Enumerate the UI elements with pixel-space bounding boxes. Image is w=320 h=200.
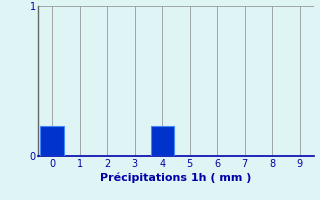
X-axis label: Précipitations 1h ( mm ): Précipitations 1h ( mm ) <box>100 173 252 183</box>
Bar <box>40 126 64 156</box>
Bar <box>150 126 174 156</box>
